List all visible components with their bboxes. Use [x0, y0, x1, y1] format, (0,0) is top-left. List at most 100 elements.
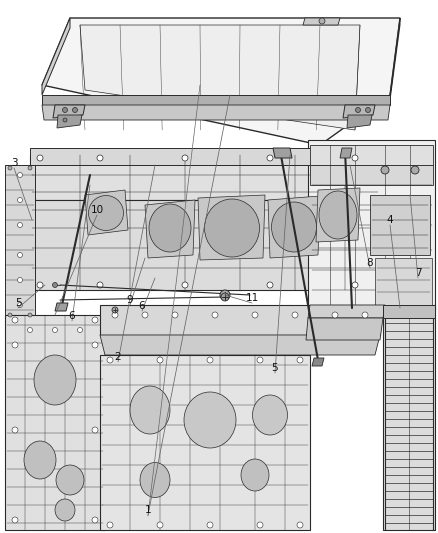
Circle shape — [92, 427, 98, 433]
Circle shape — [352, 282, 358, 288]
Polygon shape — [343, 105, 375, 118]
Polygon shape — [55, 303, 68, 311]
Polygon shape — [312, 358, 324, 366]
Ellipse shape — [319, 191, 357, 239]
Polygon shape — [53, 105, 85, 118]
Circle shape — [37, 282, 43, 288]
Circle shape — [73, 108, 78, 112]
Polygon shape — [198, 195, 265, 260]
Polygon shape — [30, 155, 380, 200]
Ellipse shape — [241, 459, 269, 491]
Circle shape — [157, 522, 163, 528]
Text: 4: 4 — [387, 215, 393, 225]
Ellipse shape — [56, 465, 84, 495]
Circle shape — [112, 312, 118, 318]
Polygon shape — [5, 315, 105, 530]
Circle shape — [12, 517, 18, 523]
Circle shape — [28, 327, 32, 333]
Polygon shape — [268, 196, 320, 258]
Circle shape — [18, 222, 22, 228]
Circle shape — [157, 357, 163, 363]
Polygon shape — [383, 305, 435, 530]
Ellipse shape — [88, 196, 124, 230]
Polygon shape — [30, 200, 380, 290]
Circle shape — [207, 357, 213, 363]
Polygon shape — [308, 305, 385, 318]
Ellipse shape — [140, 463, 170, 497]
Ellipse shape — [34, 355, 76, 405]
Circle shape — [92, 317, 98, 323]
Polygon shape — [30, 148, 380, 165]
Circle shape — [53, 327, 57, 333]
Circle shape — [112, 307, 118, 313]
Polygon shape — [390, 18, 400, 100]
Ellipse shape — [130, 386, 170, 434]
Polygon shape — [85, 190, 128, 235]
Polygon shape — [42, 18, 400, 145]
Polygon shape — [340, 148, 352, 158]
Circle shape — [78, 327, 82, 333]
Circle shape — [207, 522, 213, 528]
Circle shape — [292, 312, 298, 318]
Circle shape — [18, 253, 22, 257]
Polygon shape — [100, 335, 380, 355]
Circle shape — [297, 522, 303, 528]
Text: 10: 10 — [90, 205, 103, 215]
Circle shape — [18, 303, 22, 308]
Polygon shape — [42, 105, 390, 120]
Circle shape — [8, 166, 12, 170]
Ellipse shape — [272, 202, 317, 252]
Polygon shape — [316, 188, 360, 242]
Ellipse shape — [55, 499, 75, 521]
Polygon shape — [306, 318, 383, 340]
Polygon shape — [310, 165, 433, 185]
Polygon shape — [42, 95, 390, 105]
Circle shape — [12, 427, 18, 433]
Circle shape — [221, 293, 229, 301]
Circle shape — [267, 155, 273, 161]
Ellipse shape — [184, 392, 236, 448]
Circle shape — [97, 155, 103, 161]
Circle shape — [28, 313, 32, 317]
Circle shape — [362, 312, 368, 318]
Circle shape — [53, 282, 57, 287]
Circle shape — [63, 118, 67, 122]
Circle shape — [37, 155, 43, 161]
Polygon shape — [42, 18, 70, 95]
Circle shape — [172, 312, 178, 318]
Circle shape — [18, 173, 22, 177]
Ellipse shape — [252, 395, 287, 435]
Circle shape — [365, 108, 371, 112]
Polygon shape — [100, 355, 310, 530]
Circle shape — [212, 312, 218, 318]
Circle shape — [18, 278, 22, 282]
Circle shape — [63, 108, 67, 112]
Circle shape — [220, 290, 230, 300]
Polygon shape — [310, 145, 433, 165]
Circle shape — [12, 342, 18, 348]
Polygon shape — [308, 140, 435, 310]
Text: 11: 11 — [245, 293, 258, 303]
Ellipse shape — [205, 199, 259, 257]
Text: 8: 8 — [367, 258, 373, 268]
Circle shape — [352, 155, 358, 161]
Circle shape — [92, 342, 98, 348]
Circle shape — [252, 312, 258, 318]
Text: 9: 9 — [127, 295, 133, 305]
Circle shape — [28, 166, 32, 170]
Text: 1: 1 — [145, 505, 151, 515]
Circle shape — [257, 357, 263, 363]
Circle shape — [319, 18, 325, 24]
Circle shape — [381, 166, 389, 174]
Polygon shape — [145, 200, 195, 258]
Circle shape — [107, 357, 113, 363]
Circle shape — [297, 357, 303, 363]
Circle shape — [257, 522, 263, 528]
Ellipse shape — [24, 441, 56, 479]
Circle shape — [332, 312, 338, 318]
Polygon shape — [303, 18, 340, 25]
Circle shape — [142, 312, 148, 318]
Polygon shape — [347, 115, 372, 128]
Text: 2: 2 — [115, 352, 121, 362]
Text: 3: 3 — [11, 158, 18, 168]
